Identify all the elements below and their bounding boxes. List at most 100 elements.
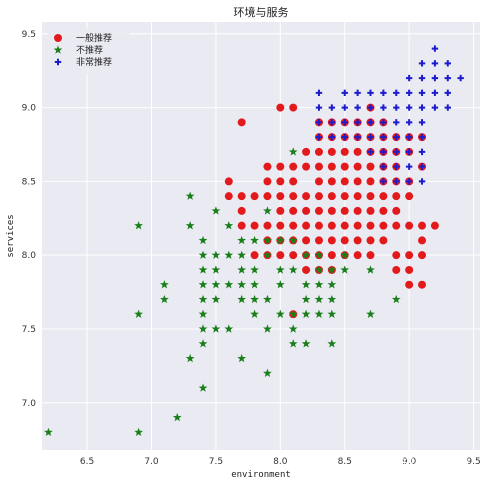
data-point <box>366 251 375 260</box>
data-point <box>341 133 348 141</box>
data-point <box>289 162 298 171</box>
data-point <box>211 280 221 289</box>
data-point <box>405 221 414 230</box>
data-point <box>250 294 259 304</box>
data-point <box>327 192 336 201</box>
data-point <box>250 280 259 289</box>
data-point <box>340 192 349 201</box>
data-point <box>353 177 362 186</box>
data-point <box>263 368 272 377</box>
data-point <box>224 221 234 230</box>
data-point <box>354 89 361 97</box>
data-point <box>315 104 323 111</box>
data-point <box>314 309 324 318</box>
y-tick-label: 9.0 <box>22 104 37 114</box>
watermark-text: 知乎 @布道 <box>401 456 470 472</box>
data-point <box>405 119 413 126</box>
data-point <box>185 221 195 230</box>
data-point <box>289 251 298 260</box>
data-point <box>366 192 375 201</box>
data-point <box>405 251 414 260</box>
x-tick-label: 8.0 <box>273 457 288 467</box>
series-plus <box>315 45 464 185</box>
data-point <box>44 427 53 437</box>
data-point <box>211 324 221 333</box>
data-point <box>327 177 336 186</box>
data-point <box>250 235 259 245</box>
data-point <box>341 119 348 126</box>
data-point <box>380 148 387 156</box>
data-point <box>328 104 336 111</box>
data-point <box>380 163 387 170</box>
x-tick-label: 9.0 <box>402 457 417 467</box>
legend-box <box>48 28 130 74</box>
data-point <box>366 177 375 186</box>
data-point <box>237 206 246 215</box>
data-point <box>198 250 208 259</box>
data-point <box>250 309 259 318</box>
x-tick-label: 9.5 <box>466 457 480 467</box>
data-point <box>380 104 387 111</box>
data-point <box>289 103 298 112</box>
data-point <box>250 265 259 274</box>
data-point <box>301 309 311 318</box>
data-point <box>263 235 272 245</box>
data-point <box>314 206 323 215</box>
data-point <box>315 133 323 141</box>
data-point <box>160 294 169 304</box>
data-point <box>301 250 311 259</box>
data-point <box>224 280 234 289</box>
data-point <box>391 294 401 304</box>
data-point <box>263 206 272 215</box>
data-point <box>211 265 221 274</box>
data-point <box>354 104 361 111</box>
data-point <box>314 162 323 171</box>
data-point <box>276 221 285 230</box>
x-tick-label: 6.5 <box>80 457 94 467</box>
data-point <box>393 163 400 170</box>
legend-label: 非常推荐 <box>76 56 112 68</box>
data-point <box>314 192 323 201</box>
data-point <box>237 118 246 127</box>
data-point <box>393 133 400 141</box>
data-point <box>418 163 426 170</box>
x-tick-label: 7.0 <box>144 457 159 467</box>
data-point <box>276 251 285 260</box>
data-point <box>263 250 272 259</box>
data-point <box>198 280 208 289</box>
data-point <box>431 104 439 111</box>
data-point <box>366 236 375 245</box>
data-point <box>431 89 439 97</box>
legend-label: 一般推荐 <box>76 32 112 44</box>
data-point <box>315 119 323 126</box>
x-tick-label: 8.5 <box>338 457 352 467</box>
data-point <box>366 265 375 274</box>
data-point <box>327 280 337 289</box>
data-point <box>134 309 143 318</box>
data-point <box>314 280 324 289</box>
data-point <box>289 192 298 201</box>
data-point <box>289 177 298 186</box>
data-point <box>288 339 298 348</box>
data-point <box>301 294 311 304</box>
data-point <box>353 206 362 215</box>
data-point <box>276 192 285 201</box>
data-point <box>327 309 337 318</box>
data-point <box>444 104 451 111</box>
data-point <box>327 206 336 215</box>
data-point <box>418 251 427 260</box>
data-point <box>237 294 247 304</box>
data-point <box>237 235 247 245</box>
data-point <box>263 162 272 171</box>
data-point <box>444 74 451 82</box>
data-point <box>327 251 336 260</box>
data-point <box>379 192 388 201</box>
data-point <box>380 133 387 141</box>
data-point <box>405 178 413 185</box>
data-point <box>302 147 311 156</box>
data-point <box>393 119 400 126</box>
data-point <box>224 324 234 333</box>
data-point <box>353 251 362 260</box>
data-point <box>275 280 285 289</box>
